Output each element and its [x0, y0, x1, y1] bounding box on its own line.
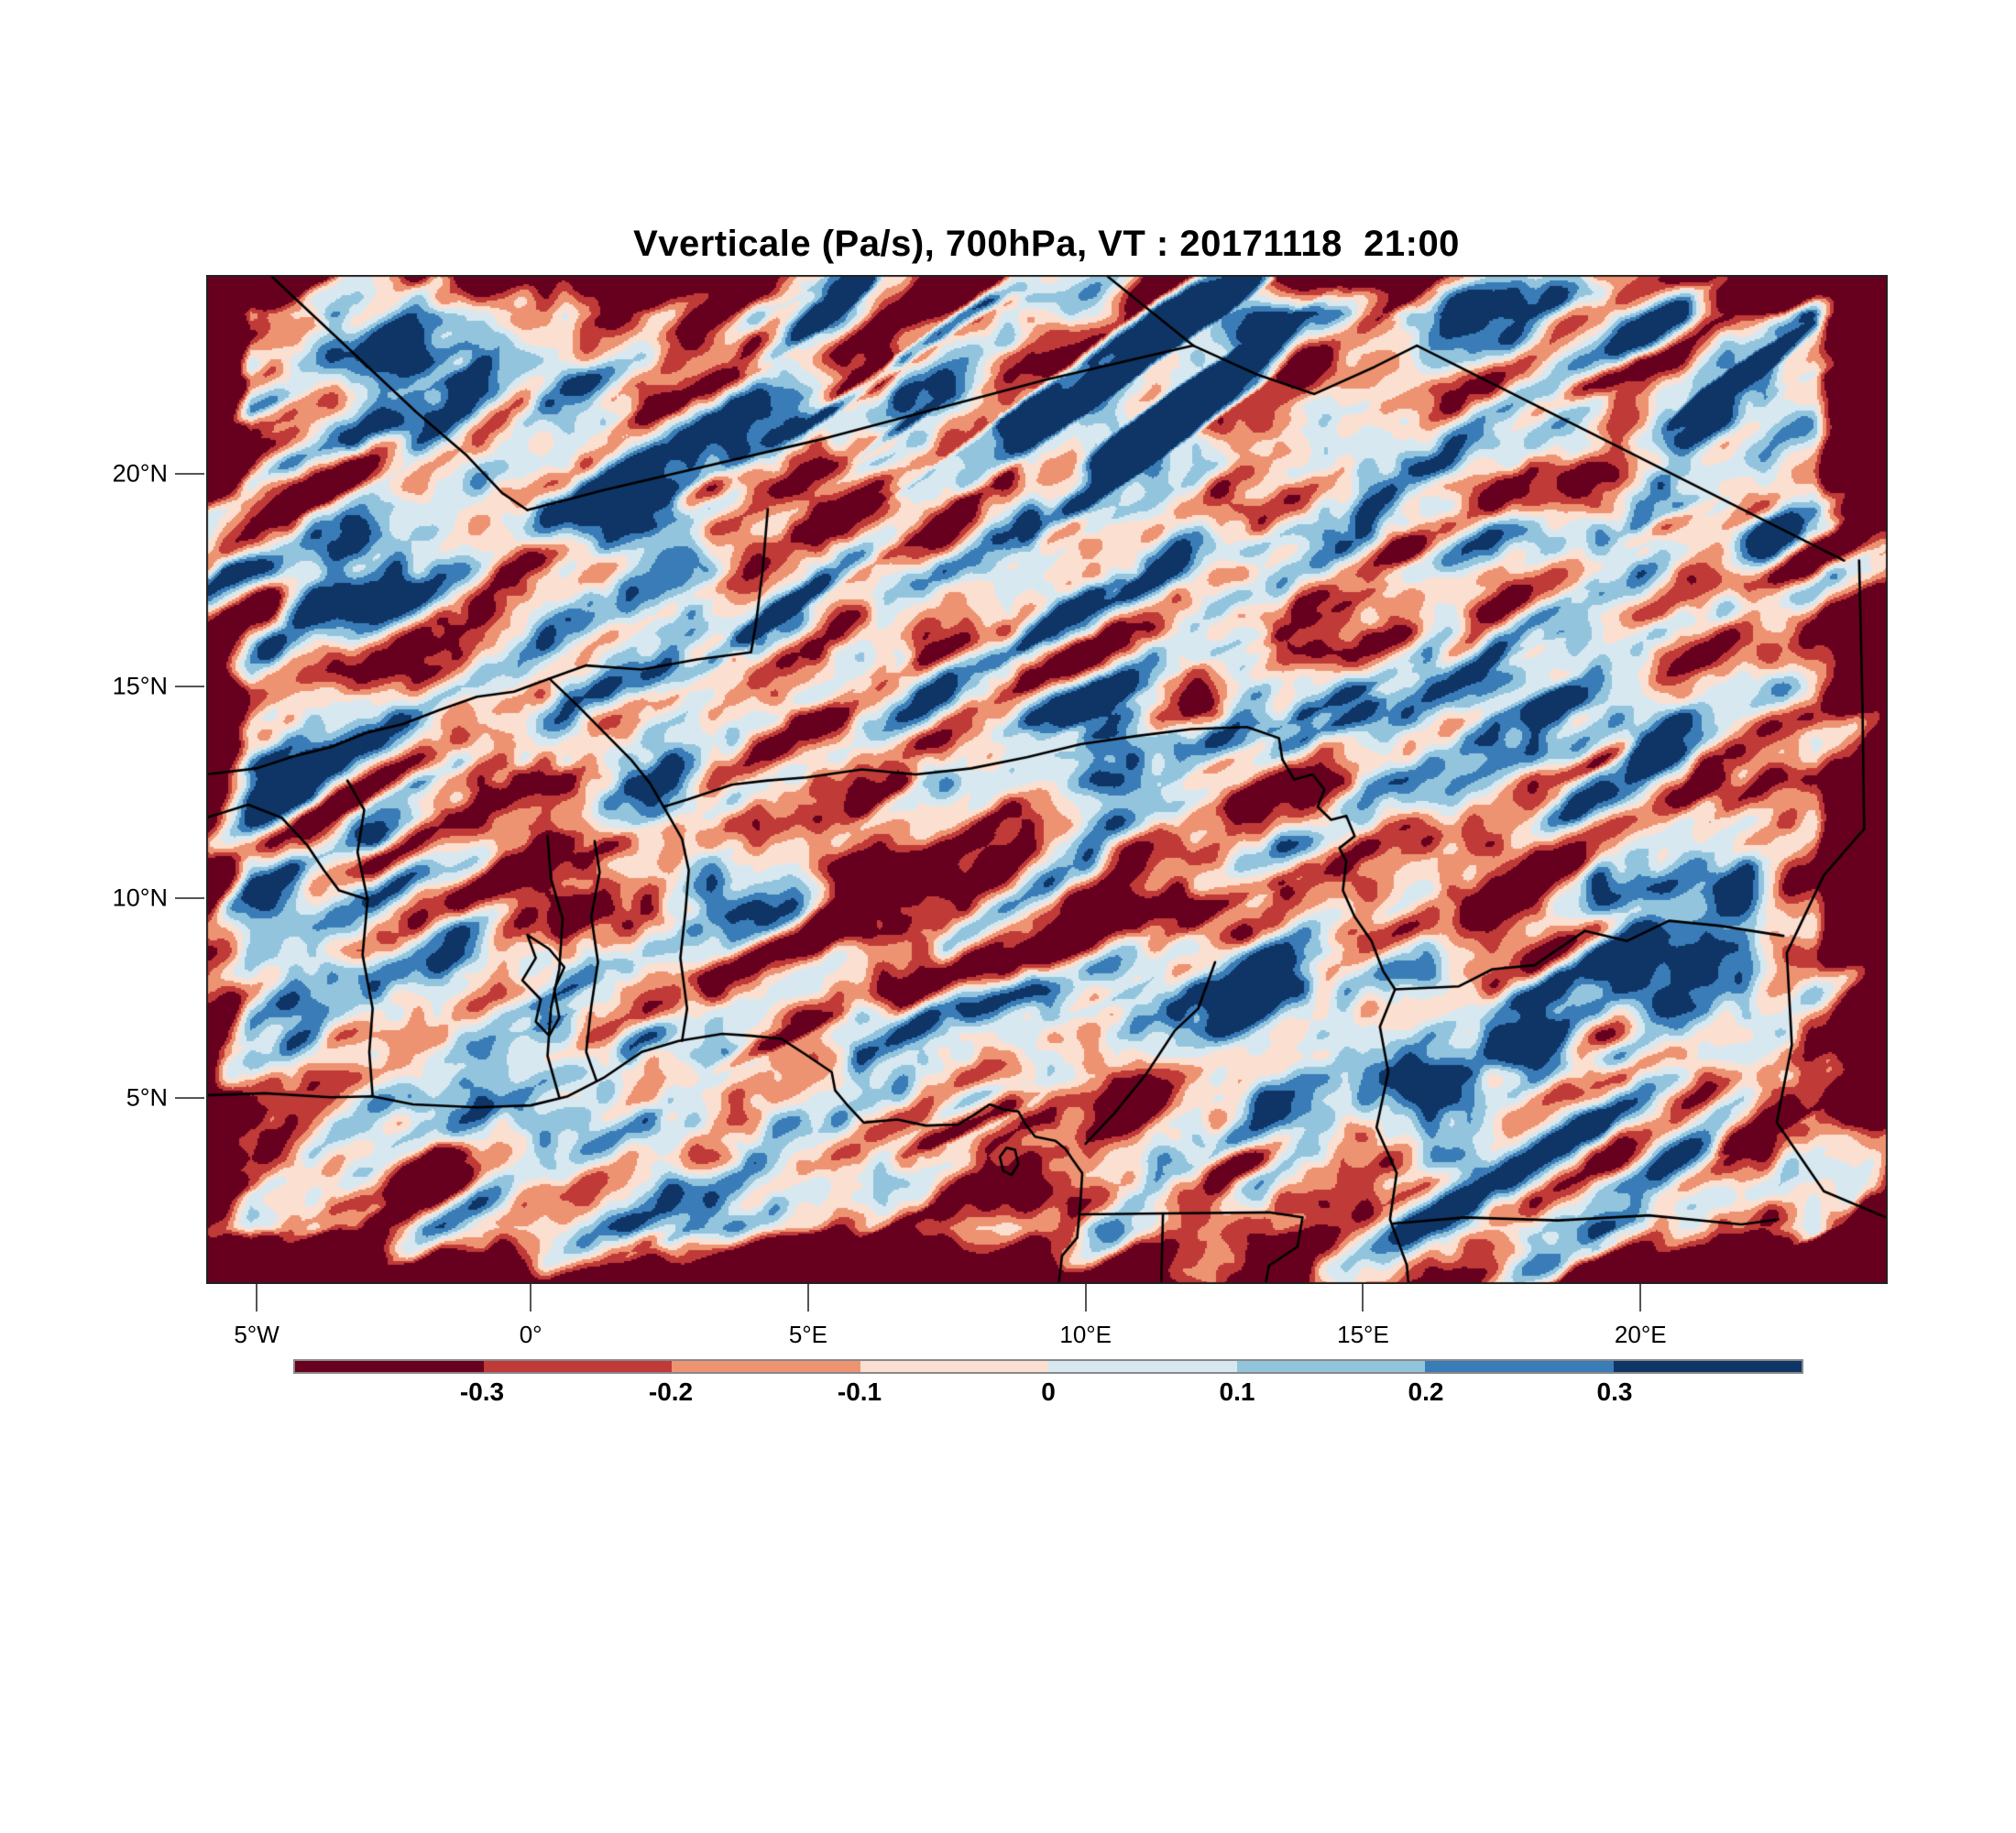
colorbar-tick-label: 0.1 — [1219, 1377, 1255, 1406]
x-tick-mark — [806, 1284, 809, 1312]
colorbar-segment — [860, 1361, 1048, 1372]
colorbar-segment — [1236, 1361, 1425, 1372]
colorbar-tick-label: 0.3 — [1596, 1377, 1633, 1406]
y-tick-label: 20°N — [112, 459, 168, 488]
contour-field-canvas — [206, 275, 1888, 1284]
plot-title: Vverticale (Pa/s), 700hPa, VT : 20171118… — [633, 224, 1460, 264]
y-tick-label: 10°N — [112, 884, 168, 912]
colorbar — [293, 1359, 1803, 1374]
colorbar-segment — [672, 1361, 860, 1372]
y-tick-mark — [175, 686, 204, 688]
x-tick-label: 15°E — [1337, 1321, 1389, 1348]
y-tick-mark — [175, 897, 204, 900]
y-tick-mark — [175, 472, 204, 475]
colorbar-segment — [1613, 1361, 1802, 1372]
x-tick-label: 10°E — [1059, 1321, 1112, 1348]
x-tick-label: 0° — [519, 1321, 542, 1348]
x-tick-label: 5°W — [234, 1321, 279, 1348]
x-tick-mark — [530, 1284, 532, 1312]
colorbar-segment — [295, 1361, 484, 1372]
x-tick-mark — [1362, 1284, 1364, 1312]
x-tick-label: 20°E — [1614, 1321, 1667, 1348]
x-tick-mark — [256, 1284, 258, 1312]
y-tick-mark — [175, 1097, 204, 1100]
y-tick-label: 15°N — [112, 672, 168, 700]
map-panel — [206, 275, 1888, 1284]
colorbar-segment — [483, 1361, 672, 1372]
colorbar-tick-label: -0.2 — [648, 1377, 694, 1406]
colorbar-segment — [1048, 1361, 1237, 1372]
colorbar-tick-label: 0.2 — [1408, 1377, 1444, 1406]
colorbar-segment — [1425, 1361, 1614, 1372]
y-tick-label: 5°N — [126, 1083, 168, 1112]
colorbar-tick-label: -0.1 — [837, 1377, 882, 1406]
x-tick-mark — [1639, 1284, 1642, 1312]
x-tick-label: 5°E — [788, 1321, 828, 1348]
colorbar-tick-label: 0 — [1041, 1377, 1056, 1406]
x-tick-mark — [1084, 1284, 1087, 1312]
colorbar-tick-label: -0.3 — [459, 1377, 505, 1406]
